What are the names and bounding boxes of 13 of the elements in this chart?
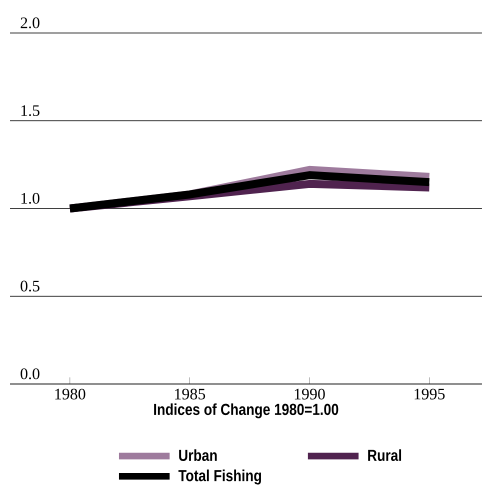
x-tick-label: 1990 bbox=[294, 388, 325, 400]
legend-label: Urban bbox=[179, 449, 217, 462]
y-tick-label: 2.0 bbox=[20, 17, 40, 28]
y-tick-label: 0.5 bbox=[20, 280, 40, 292]
y-tick-label: 1.5 bbox=[21, 105, 40, 116]
x-tick-label: 1980 bbox=[55, 388, 86, 400]
x-axis-title: Indices of Change 1980=1.00 bbox=[154, 403, 338, 418]
x-tick-label: 1985 bbox=[175, 388, 206, 400]
x-tick-label: 1995 bbox=[414, 388, 445, 400]
legend-label: Total Fishing bbox=[178, 470, 262, 485]
legend-label: Rural bbox=[368, 449, 402, 462]
y-tick-label: 1.0 bbox=[21, 192, 40, 204]
y-tick-label: 0.0 bbox=[20, 368, 40, 380]
